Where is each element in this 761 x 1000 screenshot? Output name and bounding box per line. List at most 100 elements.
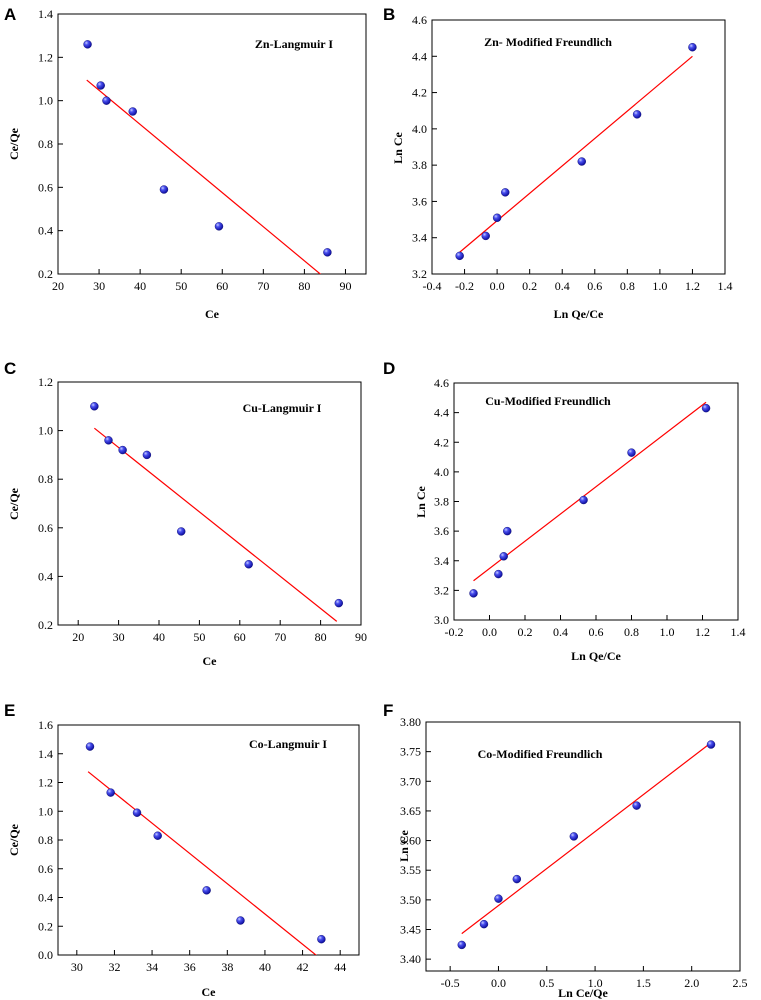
x-tick-label: 50 bbox=[175, 279, 187, 293]
x-tick-label: 0.0 bbox=[490, 279, 505, 293]
plot-frame bbox=[57, 381, 362, 626]
data-point bbox=[244, 560, 253, 569]
x-tick-label: 32 bbox=[108, 960, 120, 974]
x-tick-label: 1.4 bbox=[718, 279, 733, 293]
data-point bbox=[457, 940, 466, 950]
panel-a: A 20 30 40 50 60 70 80 90 0.2 0.4 0.6 0.8 1.0 1.2 1.4 Ce… bbox=[4, 5, 367, 321]
y-tick-label: 0.4 bbox=[38, 891, 53, 905]
y-tick-label: 4.0 bbox=[412, 122, 427, 136]
fit-line bbox=[461, 742, 712, 935]
x-tick-label: 90 bbox=[355, 630, 367, 644]
x-tick-label: 30 bbox=[71, 960, 83, 974]
y-tick-label: 3.55 bbox=[400, 863, 421, 877]
x-tick-label: -0.4 bbox=[423, 279, 442, 293]
data-point bbox=[159, 185, 169, 194]
y-tick-label: 0.0 bbox=[38, 948, 53, 962]
x-tick-label: 0.5 bbox=[539, 976, 554, 990]
data-point bbox=[579, 495, 588, 505]
fit-line bbox=[459, 55, 693, 253]
x-axis-label: Ce bbox=[205, 307, 220, 321]
x-tick-label: 36 bbox=[184, 960, 196, 974]
y-tick-label: 0.4 bbox=[38, 569, 53, 583]
data-point bbox=[132, 808, 142, 817]
y-tick-label: 4.6 bbox=[412, 13, 427, 27]
data-point bbox=[503, 526, 512, 536]
x-axis-label: Ce bbox=[202, 985, 217, 999]
x-tick-label: 70 bbox=[274, 630, 286, 644]
y-tick-label: 3.70 bbox=[400, 774, 421, 788]
y-tick-label: 4.6 bbox=[434, 376, 449, 390]
y-axis-label: Ce/Qe bbox=[7, 127, 21, 160]
y-axis-label: Ce/Qe bbox=[7, 487, 21, 520]
y-tick-label: 3.65 bbox=[400, 804, 421, 818]
x-tick-label: 1.0 bbox=[588, 976, 603, 990]
x-tick-label: 20 bbox=[52, 279, 64, 293]
y-tick-label: 4.2 bbox=[434, 435, 449, 449]
x-tick-label: 1.2 bbox=[695, 625, 710, 639]
y-tick-label: 3.8 bbox=[434, 495, 449, 509]
y-tick-label: 4.4 bbox=[434, 406, 449, 420]
plot-frame bbox=[453, 382, 739, 621]
x-tick-label: 0.8 bbox=[624, 625, 639, 639]
x-tick-label: -0.5 bbox=[441, 976, 460, 990]
data-point bbox=[214, 222, 224, 231]
x-tick-label: 0.0 bbox=[491, 976, 506, 990]
data-point bbox=[577, 157, 586, 166]
y-tick-label: 3.50 bbox=[400, 893, 421, 907]
data-point bbox=[701, 403, 711, 413]
data-point bbox=[118, 445, 127, 455]
x-tick-label: 2.5 bbox=[733, 976, 748, 990]
plot-title: Cu-Modified Freundlich bbox=[485, 394, 611, 408]
y-tick-label: 4.4 bbox=[412, 49, 427, 63]
y-tick-label: 0.6 bbox=[38, 180, 53, 194]
y-tick-label: 0.8 bbox=[38, 472, 53, 486]
x-tick-label: 1.4 bbox=[731, 625, 746, 639]
y-tick-label: 1.2 bbox=[38, 776, 53, 790]
y-tick-label: 1.4 bbox=[38, 7, 53, 21]
y-axis-label: Ln Ce bbox=[391, 131, 405, 163]
y-tick-label: 0.2 bbox=[38, 919, 53, 933]
data-point bbox=[494, 569, 503, 579]
fit-line bbox=[86, 79, 322, 274]
x-tick-label: 1.0 bbox=[660, 625, 675, 639]
y-axis-label: Ln Ce bbox=[397, 829, 411, 861]
panel-letter: F bbox=[383, 701, 393, 720]
data-point bbox=[323, 248, 332, 257]
data-point bbox=[512, 874, 522, 884]
data-point bbox=[688, 43, 697, 52]
y-tick-label: 1.0 bbox=[38, 94, 53, 108]
x-tick-label: 38 bbox=[221, 960, 233, 974]
y-tick-label: 3.40 bbox=[400, 952, 421, 966]
x-tick-label: 34 bbox=[146, 960, 158, 974]
plot-title: Cu-Langmuir I bbox=[243, 401, 322, 415]
y-tick-label: 0.6 bbox=[38, 862, 53, 876]
x-axis-label: Ce bbox=[203, 654, 218, 668]
data-point bbox=[632, 110, 642, 119]
y-axis-label: Ce/Qe bbox=[7, 823, 21, 856]
data-point bbox=[627, 448, 636, 457]
x-axis-label: Ln Ce/Qe bbox=[558, 986, 608, 1000]
panel-letter: A bbox=[4, 5, 16, 24]
plot-title: Co-Modified Freundlich bbox=[478, 747, 603, 761]
data-point bbox=[494, 894, 503, 903]
y-tick-label: 1.0 bbox=[38, 424, 53, 438]
x-tick-label: 30 bbox=[113, 630, 125, 644]
y-axis-label: Ln Ce bbox=[414, 485, 428, 517]
x-tick-label: 2.0 bbox=[684, 976, 699, 990]
x-tick-label: 50 bbox=[193, 630, 205, 644]
data-point bbox=[501, 188, 510, 197]
data-point bbox=[469, 589, 478, 598]
x-tick-label: 44 bbox=[334, 960, 346, 974]
panel-letter: B bbox=[383, 5, 395, 24]
x-tick-label: 20 bbox=[72, 630, 84, 644]
y-tick-label: 3.2 bbox=[412, 267, 427, 281]
x-tick-label: 40 bbox=[259, 960, 271, 974]
y-tick-label: 1.2 bbox=[38, 375, 53, 389]
panel-letter: C bbox=[4, 359, 16, 378]
plot-frame bbox=[57, 13, 367, 275]
data-point bbox=[632, 801, 641, 810]
data-point bbox=[177, 527, 186, 536]
x-tick-label: 1.5 bbox=[636, 976, 651, 990]
data-point bbox=[85, 742, 95, 751]
data-point bbox=[83, 40, 92, 49]
